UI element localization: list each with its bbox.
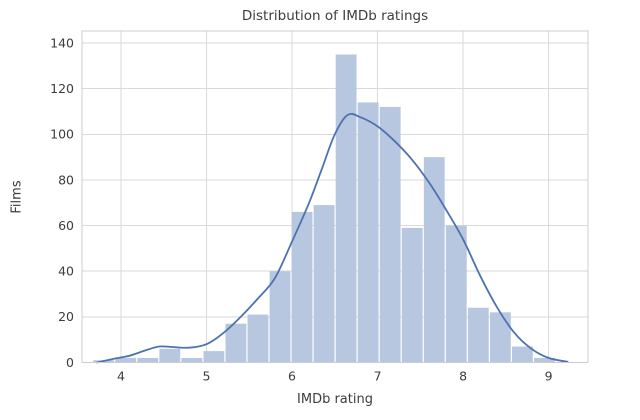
y-tick-label: 140 (50, 35, 74, 50)
histogram-bar (203, 351, 225, 363)
histogram-bar (115, 357, 137, 363)
histogram-bar (423, 157, 445, 363)
x-axis-label: IMDb rating (297, 392, 373, 407)
chart-title: Distribution of IMDb ratings (241, 8, 429, 24)
histogram-bar (291, 211, 313, 363)
y-tick-label: 20 (58, 309, 74, 324)
x-tick-label: 5 (202, 369, 210, 384)
histogram-bar (357, 102, 379, 363)
y-tick-label: 60 (58, 218, 74, 233)
x-tick-label: 8 (459, 369, 467, 384)
histogram-bar (159, 348, 181, 363)
y-tick-label: 40 (58, 264, 74, 279)
histogram-bar (534, 357, 555, 363)
histogram-bar (511, 346, 533, 363)
histogram-bar (269, 271, 291, 363)
histogram-bar (445, 225, 467, 363)
plot-area (82, 31, 588, 363)
x-tick-label: 9 (545, 369, 553, 384)
y-tick-label: 80 (58, 172, 74, 187)
y-tick-label: 120 (50, 81, 74, 96)
histogram-bar (137, 357, 159, 363)
kde-curve (96, 112, 569, 364)
x-tick-label: 4 (117, 369, 125, 384)
y-tick-label: 100 (50, 127, 74, 142)
x-tick-label: 6 (288, 369, 296, 384)
histogram-bar (467, 307, 489, 363)
histogram-bar (247, 314, 269, 363)
histogram-bar (489, 312, 511, 363)
histogram-bar (379, 106, 401, 363)
histogram-bar (335, 54, 357, 363)
histogram-bar (313, 205, 335, 363)
histogram-bar (225, 323, 247, 363)
y-tick-label: 0 (66, 355, 74, 370)
histogram-bar (181, 357, 203, 363)
plot-border (81, 30, 589, 363)
histogram-bar (401, 227, 423, 363)
x-tick-label: 7 (374, 369, 382, 384)
